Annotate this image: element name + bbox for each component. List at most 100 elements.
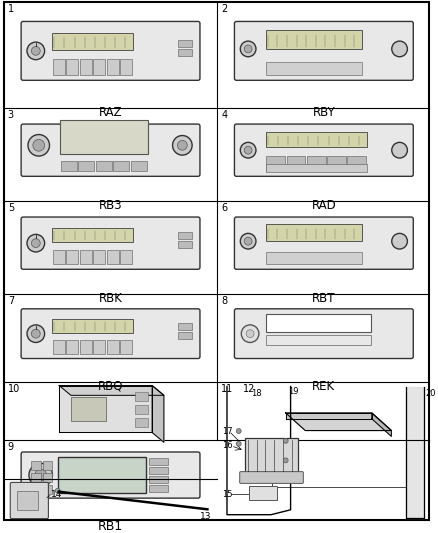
Bar [42,461,53,471]
Text: 14: 14 [51,490,62,499]
Bar [250,486,277,500]
Bar [106,250,119,264]
FancyBboxPatch shape [234,217,413,269]
Bar [178,40,192,47]
Bar [53,228,133,242]
Bar [327,156,346,171]
Text: 12: 12 [243,384,255,393]
Bar [60,120,148,154]
Ellipse shape [28,134,49,156]
Polygon shape [406,386,424,518]
Text: RB3: RB3 [99,199,122,212]
Bar [266,30,362,49]
Bar [80,340,92,353]
Ellipse shape [32,239,40,247]
Bar [80,250,92,264]
Bar [149,485,168,492]
Bar [106,340,119,353]
Polygon shape [372,413,392,437]
FancyBboxPatch shape [234,124,413,176]
Text: RAD: RAD [311,199,336,212]
Text: REK: REK [312,379,336,393]
Text: 9: 9 [8,442,14,453]
Polygon shape [59,385,152,432]
Text: 8: 8 [221,295,227,305]
Ellipse shape [244,146,252,154]
Bar [31,461,41,471]
Bar [134,418,148,426]
Ellipse shape [246,330,254,337]
Ellipse shape [32,46,40,55]
Bar [266,164,367,172]
FancyBboxPatch shape [10,482,49,519]
Bar [113,161,129,172]
Bar [53,34,133,50]
Ellipse shape [283,458,288,463]
Ellipse shape [27,235,45,252]
Bar [178,332,192,338]
Text: 4: 4 [221,110,227,119]
Ellipse shape [241,325,259,343]
Bar [66,59,78,76]
Polygon shape [286,413,372,419]
Text: 2: 2 [221,4,227,14]
Bar [61,161,77,172]
Bar [71,397,106,421]
Bar [266,224,362,241]
Bar [31,473,41,482]
Ellipse shape [236,441,241,446]
Bar [42,485,53,494]
Bar [106,59,119,76]
Text: 17: 17 [222,426,233,435]
Bar [134,392,148,401]
Ellipse shape [392,142,407,158]
Bar [244,438,298,473]
Text: 6: 6 [221,203,227,213]
Bar [307,156,325,171]
Bar [80,59,92,76]
Ellipse shape [27,325,45,343]
Bar [120,59,132,76]
Bar [266,62,362,76]
Ellipse shape [27,42,45,60]
FancyBboxPatch shape [21,452,200,498]
Ellipse shape [283,438,288,443]
Bar [53,59,65,76]
FancyBboxPatch shape [234,309,413,359]
Bar [266,335,371,345]
Text: RAZ: RAZ [99,106,122,119]
Bar [149,458,168,465]
Bar [78,161,94,172]
Ellipse shape [240,142,256,158]
Bar [347,156,366,171]
Bar [178,323,192,330]
Text: RBQ: RBQ [98,379,123,393]
Bar [66,250,78,264]
Bar [93,250,105,264]
Bar [120,250,132,264]
Bar [53,319,133,333]
Ellipse shape [244,45,252,53]
FancyBboxPatch shape [240,472,303,483]
Ellipse shape [177,140,187,150]
Text: 13: 13 [200,512,211,521]
Bar [93,340,105,353]
Bar [53,250,65,264]
Bar [178,241,192,248]
Bar [42,473,53,482]
FancyBboxPatch shape [21,309,200,359]
FancyBboxPatch shape [21,217,200,269]
Bar [266,252,362,264]
Text: 5: 5 [8,203,14,213]
Text: RBY: RBY [312,106,335,119]
Text: 3: 3 [8,110,14,119]
Bar [53,340,65,353]
Polygon shape [286,413,392,431]
Ellipse shape [392,41,407,56]
Bar [286,156,305,171]
Bar [66,340,78,353]
Bar [17,491,38,510]
Ellipse shape [392,233,407,249]
Ellipse shape [32,329,40,338]
Bar [178,232,192,239]
